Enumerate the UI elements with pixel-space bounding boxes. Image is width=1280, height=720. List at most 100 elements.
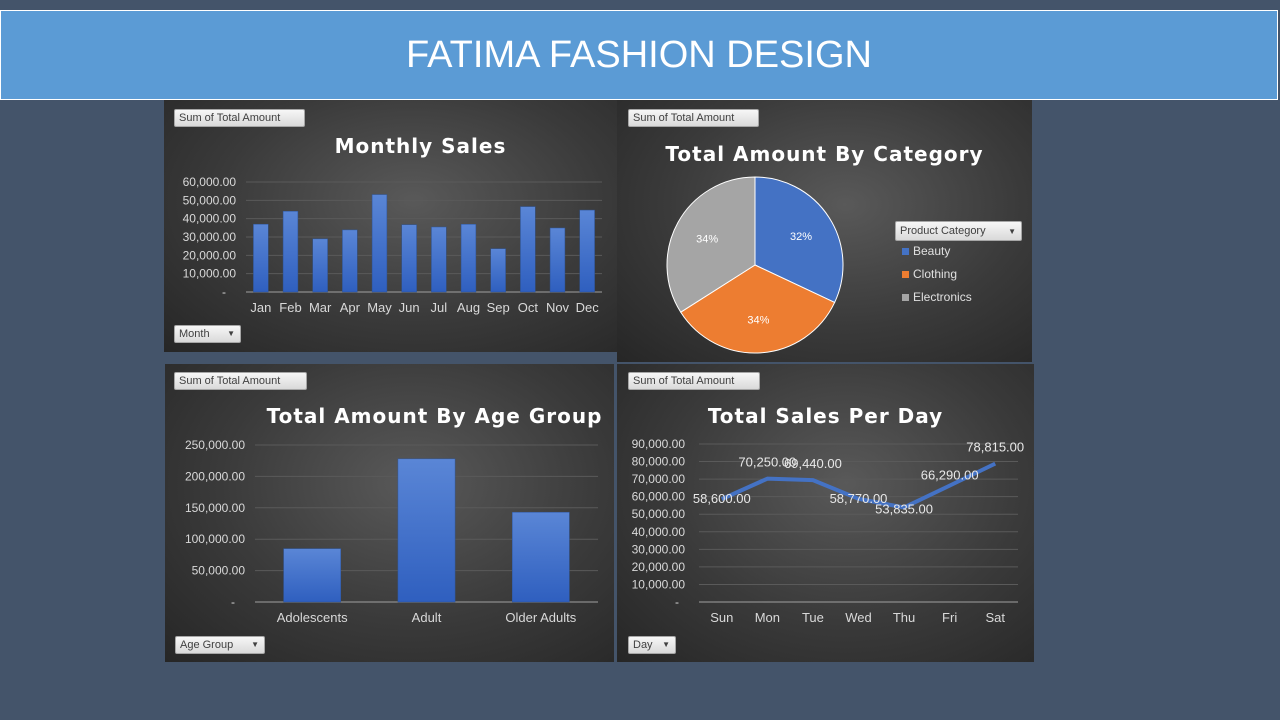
y-tick-label: - [231,595,235,609]
y-tick-label: 10,000.00 [183,267,237,281]
sum-total-amount-button[interactable]: Sum of Total Amount [628,372,760,390]
x-tick-label: Jun [399,300,420,315]
month-filter-label: Month [179,328,210,340]
y-tick-label: 40,000.00 [632,525,686,539]
y-tick-label: 30,000.00 [183,230,237,244]
legend-swatch [902,271,909,279]
legend-label: Clothing [913,267,958,281]
series-line [720,461,997,510]
day-filter-button[interactable]: Day ▼ [628,636,676,654]
bar [520,206,536,293]
sum-total-amount-button[interactable]: Sum of Total Amount [174,372,307,390]
pie-value-label: 32% [790,231,812,243]
x-tick-label: Feb [279,300,301,315]
bar [490,248,506,293]
x-tick-label: Older Adults [505,610,576,625]
x-tick-label: Sun [710,610,733,625]
y-tick-label: 50,000.00 [632,507,686,521]
day-filter-label: Day [633,639,653,651]
sum-total-amount-button[interactable]: Sum of Total Amount [174,109,305,127]
bar [549,227,566,293]
chart-title: Total Sales Per Day [707,404,944,428]
data-label: 58,600.00 [693,491,751,506]
bar [342,229,358,293]
y-tick-label: 100,000.00 [185,532,245,546]
y-tick-label: - [675,595,679,609]
age-group-panel: Sum of Total Amount Total Amount By Age … [165,364,614,662]
product-category-filter-button[interactable]: Product Category ▼ [895,221,1022,241]
legend-item-beauty: Beauty [902,244,950,258]
y-tick-label: 20,000.00 [183,248,237,262]
pie-value-label: 34% [696,234,718,246]
dropdown-arrow-icon: ▼ [662,640,670,649]
monthly-sales-panel: Sum of Total Amount Monthly Sales - 10,00… [164,100,617,352]
y-tick-label: 50,000.00 [183,193,237,207]
x-tick-label: Wed [845,610,872,625]
bar [283,548,342,603]
category-pie-chart: 32% 34% 34% [666,176,844,354]
y-tick-label: 70,000.00 [632,472,686,486]
legend-label: Beauty [913,244,951,258]
y-tick-label: 150,000.00 [185,501,245,515]
x-tick-label: Sat [985,610,1005,625]
x-tick-label: Thu [893,610,915,625]
pie-slice [666,176,756,313]
data-label: 66,290.00 [921,468,979,483]
y-tick-label: 200,000.00 [185,469,245,483]
monthly-sales-chart: - 10,000.00 20,000.00 30,000.00 40,000.00 50,… [183,175,602,315]
chart-title: Monthly Sales [334,134,507,158]
y-tick-label: 60,000.00 [632,490,686,504]
y-tick-label: - [222,285,226,299]
x-tick-label: Jul [431,300,448,315]
data-label: 69,440.00 [784,456,842,471]
bar [397,458,456,603]
y-tick-label: 250,000.00 [185,438,245,452]
data-label: 78,815.00 [966,440,1024,455]
x-tick-label: Aug [457,300,480,315]
x-tick-label: Jan [250,300,271,315]
legend-swatch [902,294,909,302]
x-tick-label: Adult [412,610,442,625]
dashboard-title: FATIMA FASHION DESIGN [406,33,872,76]
dropdown-arrow-icon: ▼ [251,640,259,649]
legend-label: Electronics [913,290,972,304]
age-group-chart: - 50,000.00 100,000.00 150,000.00 200,000.00… [185,438,598,625]
bar [431,226,447,293]
chart-title: Total Amount By Age Group [266,404,603,428]
bar [253,223,269,293]
y-tick-label: 10,000.00 [632,577,686,591]
pie-value-label: 34% [747,314,769,326]
age-group-filter-button[interactable]: Age Group ▼ [175,636,265,654]
month-filter-button[interactable]: Month ▼ [174,325,241,343]
legend-swatch [902,248,909,256]
y-tick-label: 40,000.00 [183,212,237,226]
dropdown-arrow-icon: ▼ [1008,227,1016,236]
bar [371,194,388,293]
category-panel: Sum of Total Amount Total Amount By Cate… [617,100,1032,362]
pie-slice [680,264,836,354]
x-tick-label: Adolescents [277,610,348,625]
x-tick-label: May [367,300,392,315]
data-label: 58,770.00 [830,491,888,506]
bar [401,224,417,293]
x-tick-label: Nov [546,300,570,315]
sales-per-day-chart: - 10,000.00 20,000.00 30,000.00 40,000.00 50,… [632,437,1025,625]
sum-total-amount-button[interactable]: Sum of Total Amount [628,109,759,127]
bar [312,238,328,293]
product-category-label: Product Category [900,225,986,237]
x-tick-label: Sep [487,300,510,315]
x-tick-label: Dec [576,300,600,315]
chart-title: Total Amount By Category [665,142,984,166]
y-tick-label: 50,000.00 [192,564,246,578]
bar [579,209,595,293]
bar [460,223,477,293]
x-tick-label: Mar [309,300,332,315]
legend-item-electronics: Electronics [902,290,972,304]
bar [512,511,570,603]
title-banner: FATIMA FASHION DESIGN [0,10,1278,100]
legend-item-clothing: Clothing [902,267,957,281]
y-tick-label: 30,000.00 [632,542,686,556]
x-tick-label: Apr [340,300,361,315]
y-tick-label: 80,000.00 [632,455,686,469]
data-label: 70,250.00 [738,455,796,470]
